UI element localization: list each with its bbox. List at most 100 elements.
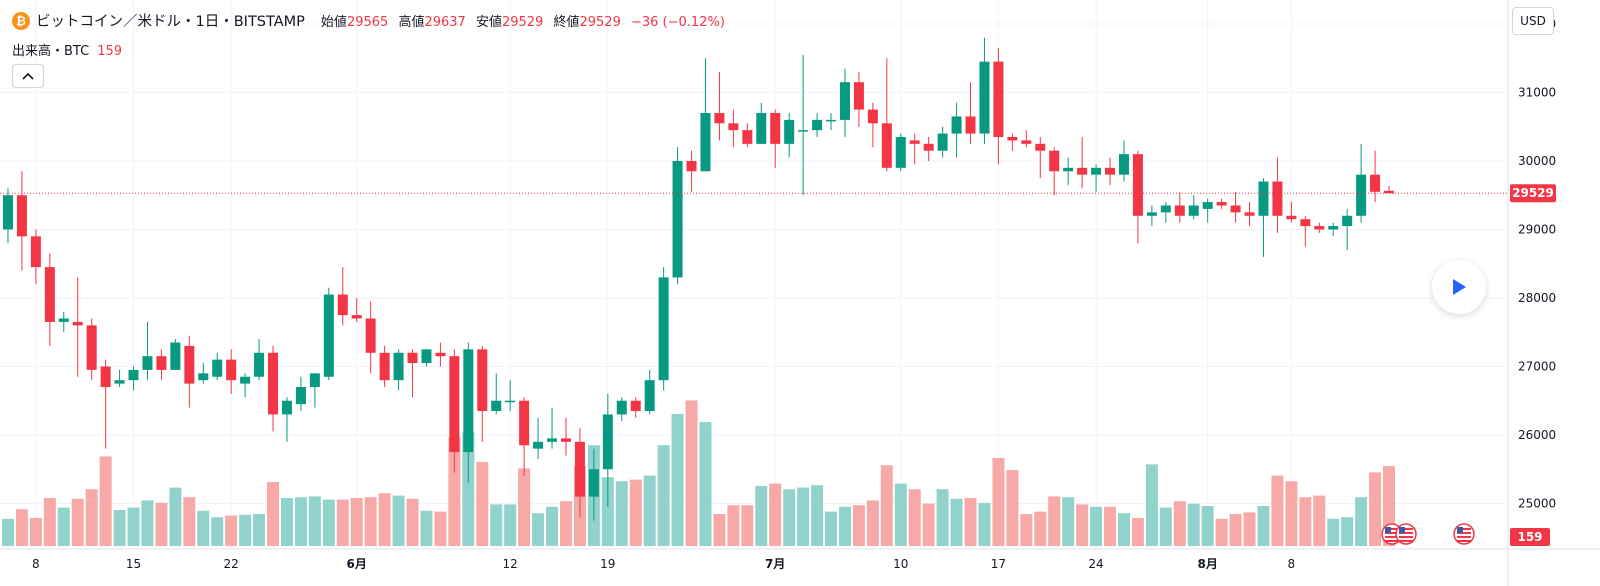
open-label: 始値: [320, 15, 347, 30]
candle-body: [1118, 154, 1129, 175]
candle-body: [826, 119, 837, 122]
candle-body: [519, 400, 530, 446]
volume-bar: [1355, 497, 1368, 546]
candle-body: [254, 352, 265, 377]
close-label: 終値: [553, 15, 580, 30]
candle-body: [923, 143, 934, 151]
volume-bar: [601, 477, 614, 546]
y-tick-label: 28000: [1518, 291, 1556, 305]
volume-bar: [894, 483, 907, 546]
volume-bar: [797, 487, 810, 546]
volume-bar: [169, 487, 182, 546]
volume-bar: [490, 504, 503, 546]
candle-body: [128, 369, 139, 381]
candle-body: [268, 352, 279, 415]
volume-value: 159: [97, 44, 123, 59]
y-tick-label: 31000: [1518, 85, 1556, 99]
volume-bar: [699, 422, 712, 546]
candle-body: [533, 441, 544, 449]
candle-body: [812, 119, 823, 131]
candle-body: [505, 400, 516, 403]
volume-bar: [294, 497, 307, 546]
volume-bar: [825, 511, 838, 546]
volume-bar: [1131, 518, 1144, 546]
volume-bar: [322, 499, 335, 546]
candle-body: [1188, 205, 1199, 216]
candle-body: [365, 318, 376, 353]
volume-bar: [448, 437, 461, 546]
currency-button[interactable]: USD: [1512, 7, 1554, 35]
candle-body: [281, 400, 292, 415]
candle-body: [616, 400, 627, 415]
candle-body: [588, 469, 599, 497]
volume-bar: [685, 400, 698, 546]
candle-body: [700, 113, 711, 172]
candle-body: [658, 277, 669, 381]
candle-body: [1021, 140, 1032, 144]
candle-body: [491, 400, 502, 411]
volume-bar: [225, 515, 238, 546]
volume-label[interactable]: 出来高・BTC: [12, 44, 90, 59]
volume-bar: [15, 509, 28, 546]
candle-body: [240, 376, 251, 384]
volume-bar: [1299, 497, 1312, 546]
candle-body: [1049, 150, 1060, 172]
volume-bar: [336, 499, 349, 546]
candle-body: [742, 130, 753, 144]
us-flag-icon[interactable]: [1395, 523, 1417, 545]
play-button[interactable]: [1432, 260, 1486, 314]
volume-bar: [922, 503, 935, 546]
candle-body: [72, 321, 83, 326]
volume-bar: [1048, 496, 1061, 546]
volume-bar: [769, 483, 782, 546]
volume-bar: [1034, 511, 1047, 546]
volume-bar: [504, 504, 517, 546]
candle-body: [1244, 212, 1255, 216]
candle-body: [644, 380, 655, 411]
candle-body: [1174, 205, 1185, 216]
volume-bar: [434, 511, 447, 546]
volume-bar: [838, 506, 851, 546]
us-flag-icon[interactable]: [1453, 523, 1475, 545]
volume-bar: [1104, 506, 1117, 546]
volume-bar: [308, 496, 321, 546]
volume-bar: [532, 513, 545, 546]
symbol-title[interactable]: ビットコイン／米ドル・1日・BITSTAMP: [36, 14, 305, 30]
volume-bar: [1020, 514, 1033, 546]
candle-body: [798, 130, 809, 132]
candle-body: [198, 373, 209, 381]
volume-bar: [364, 497, 377, 546]
candle-body: [881, 123, 892, 168]
x-tick-label: 17: [991, 557, 1006, 571]
candle-body: [2, 195, 13, 230]
ohlc-values: 始値29565 高値29637 安値29529 終値29529 −36 (−0.…: [315, 11, 725, 30]
volume-bar: [239, 514, 252, 546]
high-value: 29637: [424, 15, 466, 30]
candle-body: [1230, 205, 1241, 213]
collapse-legend-button[interactable]: [12, 64, 44, 88]
candle-body: [909, 140, 920, 144]
volume-bar: [950, 498, 963, 546]
high-label: 高値: [398, 15, 425, 30]
candle-body: [839, 82, 850, 120]
volume-bar: [518, 468, 531, 546]
candle-body: [323, 294, 334, 377]
volume-bar: [1257, 506, 1270, 546]
volume-bar: [546, 506, 559, 546]
candle-body: [951, 116, 962, 134]
candle-body: [379, 352, 390, 381]
candle-body: [937, 133, 948, 151]
candle-body: [1160, 205, 1171, 213]
candle-body: [1077, 167, 1088, 175]
volume-bar: [1369, 472, 1382, 546]
candle-body: [1356, 174, 1367, 216]
candle-body: [114, 380, 125, 384]
candle-body: [1132, 154, 1143, 216]
candle-body: [1202, 202, 1213, 209]
candle-body: [979, 61, 990, 134]
x-tick-label: 7月: [765, 557, 785, 571]
candle-body: [1091, 167, 1102, 175]
volume-bar: [141, 500, 154, 546]
x-tick-label: 8: [1288, 557, 1296, 571]
